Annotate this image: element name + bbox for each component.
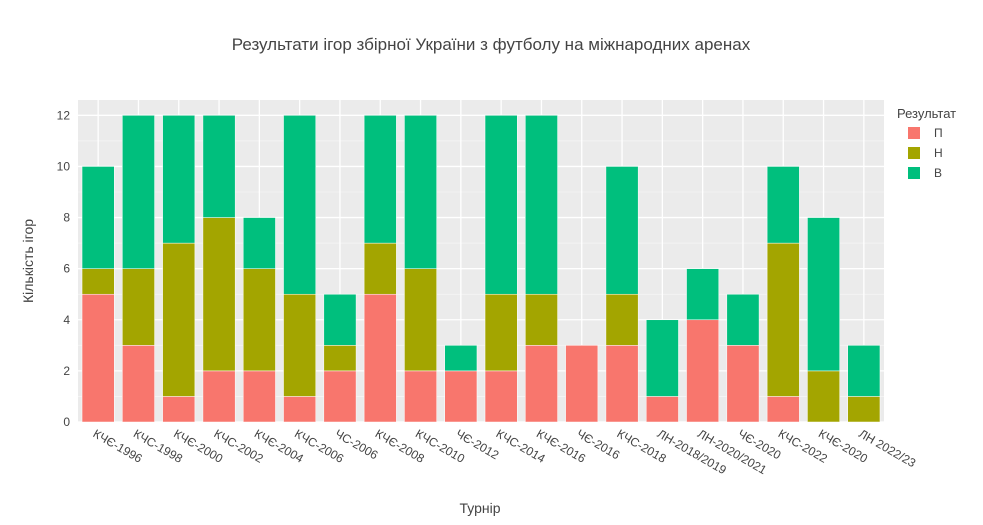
- x-tick-labels: КЧЄ-1996КЧС-1998КЧЄ-2000КЧС-2002КЧЄ-2004…: [91, 426, 919, 477]
- y-tick-labels: 0 2 4 6 8 10 12: [57, 108, 71, 429]
- legend-label: П: [934, 126, 943, 140]
- y-tick-label: 10: [57, 159, 71, 173]
- bar-segment: [202, 217, 236, 372]
- bar-segment: [645, 396, 679, 423]
- bar-segment: [162, 242, 196, 397]
- bar-segment: [605, 166, 639, 295]
- bar-segment: [807, 370, 840, 423]
- bar-segment: [323, 370, 357, 423]
- legend-swatch: [908, 147, 920, 159]
- bar-segment: [484, 370, 518, 423]
- plot-background: [78, 100, 884, 422]
- x-tick-label: ЛН 2022/23: [856, 426, 918, 470]
- bar-segment: [686, 319, 720, 423]
- bar-segment: [323, 293, 357, 346]
- y-tick-label: 4: [63, 313, 70, 327]
- bar-segment: [81, 293, 115, 423]
- bar-segment: [525, 293, 558, 346]
- bar-segment: [81, 166, 115, 269]
- y-tick-label: 2: [63, 364, 70, 378]
- bar-segment: [283, 396, 317, 423]
- bar-segment: [283, 115, 317, 295]
- y-tick-label: 0: [63, 415, 70, 429]
- bar-segment: [363, 242, 397, 295]
- legend-swatch: [908, 167, 920, 179]
- bar-segment: [162, 396, 196, 423]
- bar-segment: [605, 345, 639, 423]
- legend: Результат ПНВ: [897, 106, 956, 180]
- y-tick-label: 6: [63, 262, 70, 276]
- bar-segment: [81, 268, 115, 295]
- bar-segment: [242, 370, 276, 423]
- bar-segment: [122, 268, 155, 346]
- bar-segment: [404, 115, 437, 269]
- bar-segment: [363, 115, 397, 244]
- bar-segment: [122, 115, 155, 269]
- bar-segment: [242, 268, 276, 372]
- bar-segment: [565, 345, 599, 423]
- bar-segment: [484, 115, 518, 295]
- bar-segment: [202, 370, 236, 423]
- bar-segment: [484, 293, 518, 372]
- bar-segment: [122, 345, 155, 423]
- bar-segment: [726, 345, 760, 423]
- bar-segment: [242, 217, 276, 269]
- y-axis-label: Кількість ігор: [20, 219, 36, 303]
- bar-segment: [645, 319, 679, 397]
- x-axis-label: Турнір: [459, 500, 500, 516]
- bar-segment: [525, 345, 558, 423]
- bar-segment: [807, 217, 840, 372]
- bar-segment: [404, 268, 437, 372]
- bar-segment: [847, 345, 881, 397]
- legend-title: Результат: [897, 106, 956, 121]
- legend-label: В: [934, 166, 942, 180]
- chart-title: Результати ігор збірної України з футбол…: [232, 35, 751, 54]
- bar-segment: [444, 370, 478, 423]
- bar-segment: [686, 268, 720, 321]
- bars: [81, 115, 881, 423]
- legend-label: Н: [934, 146, 943, 160]
- bar-segment: [283, 293, 317, 397]
- bar-segment: [323, 345, 357, 372]
- bar-segment: [847, 396, 881, 423]
- bar-segment: [404, 370, 437, 423]
- y-tick-label: 12: [57, 108, 71, 122]
- bar-segment: [726, 293, 760, 346]
- bar-segment: [605, 293, 639, 346]
- bar-segment: [363, 293, 397, 423]
- bar-segment: [202, 115, 236, 218]
- bar-segment: [162, 115, 196, 244]
- y-tick-label: 8: [63, 211, 70, 225]
- bar-segment: [444, 345, 478, 372]
- bar-segment: [766, 166, 800, 244]
- bar-segment: [766, 242, 800, 397]
- bar-segment: [766, 396, 800, 423]
- legend-swatch: [908, 127, 920, 139]
- bar-segment: [525, 115, 558, 295]
